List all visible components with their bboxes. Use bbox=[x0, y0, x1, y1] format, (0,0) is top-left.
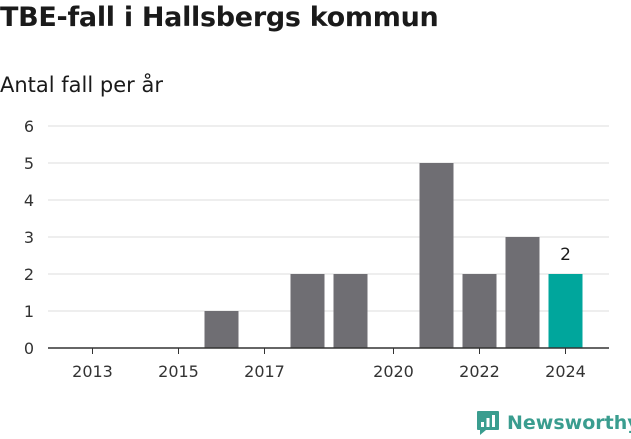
brand: Newsworthy bbox=[476, 408, 631, 438]
y-tick-label: 4 bbox=[24, 191, 34, 210]
y-tick-label: 0 bbox=[24, 339, 34, 358]
bar-2021 bbox=[419, 163, 454, 348]
x-tick-label: 2024 bbox=[545, 362, 586, 381]
y-tick-label: 1 bbox=[24, 302, 34, 321]
newsworthy-logo-icon bbox=[477, 411, 499, 435]
bar-2018 bbox=[290, 274, 325, 348]
y-tick-label: 3 bbox=[24, 228, 34, 247]
x-tick-label: 2013 bbox=[72, 362, 113, 381]
x-tick-label: 2022 bbox=[459, 362, 500, 381]
chart-title: TBE-fall i Hallsbergs kommun bbox=[0, 2, 439, 33]
y-tick-label: 5 bbox=[24, 154, 34, 173]
bar-2022 bbox=[462, 274, 497, 348]
bar-2016 bbox=[204, 311, 239, 348]
y-tick-label: 2 bbox=[24, 265, 34, 284]
y-tick-label: 6 bbox=[24, 117, 34, 136]
bar-2019 bbox=[333, 274, 368, 348]
data-label-2024: 2 bbox=[560, 245, 571, 265]
x-tick-label: 2020 bbox=[373, 362, 414, 381]
brand-name: Newsworthy bbox=[507, 412, 631, 434]
x-tick-label: 2017 bbox=[244, 362, 285, 381]
bar-2023 bbox=[505, 237, 540, 348]
bar-2024 bbox=[548, 274, 583, 348]
chart-subtitle: Antal fall per år bbox=[0, 73, 163, 97]
x-tick-label: 2015 bbox=[158, 362, 199, 381]
